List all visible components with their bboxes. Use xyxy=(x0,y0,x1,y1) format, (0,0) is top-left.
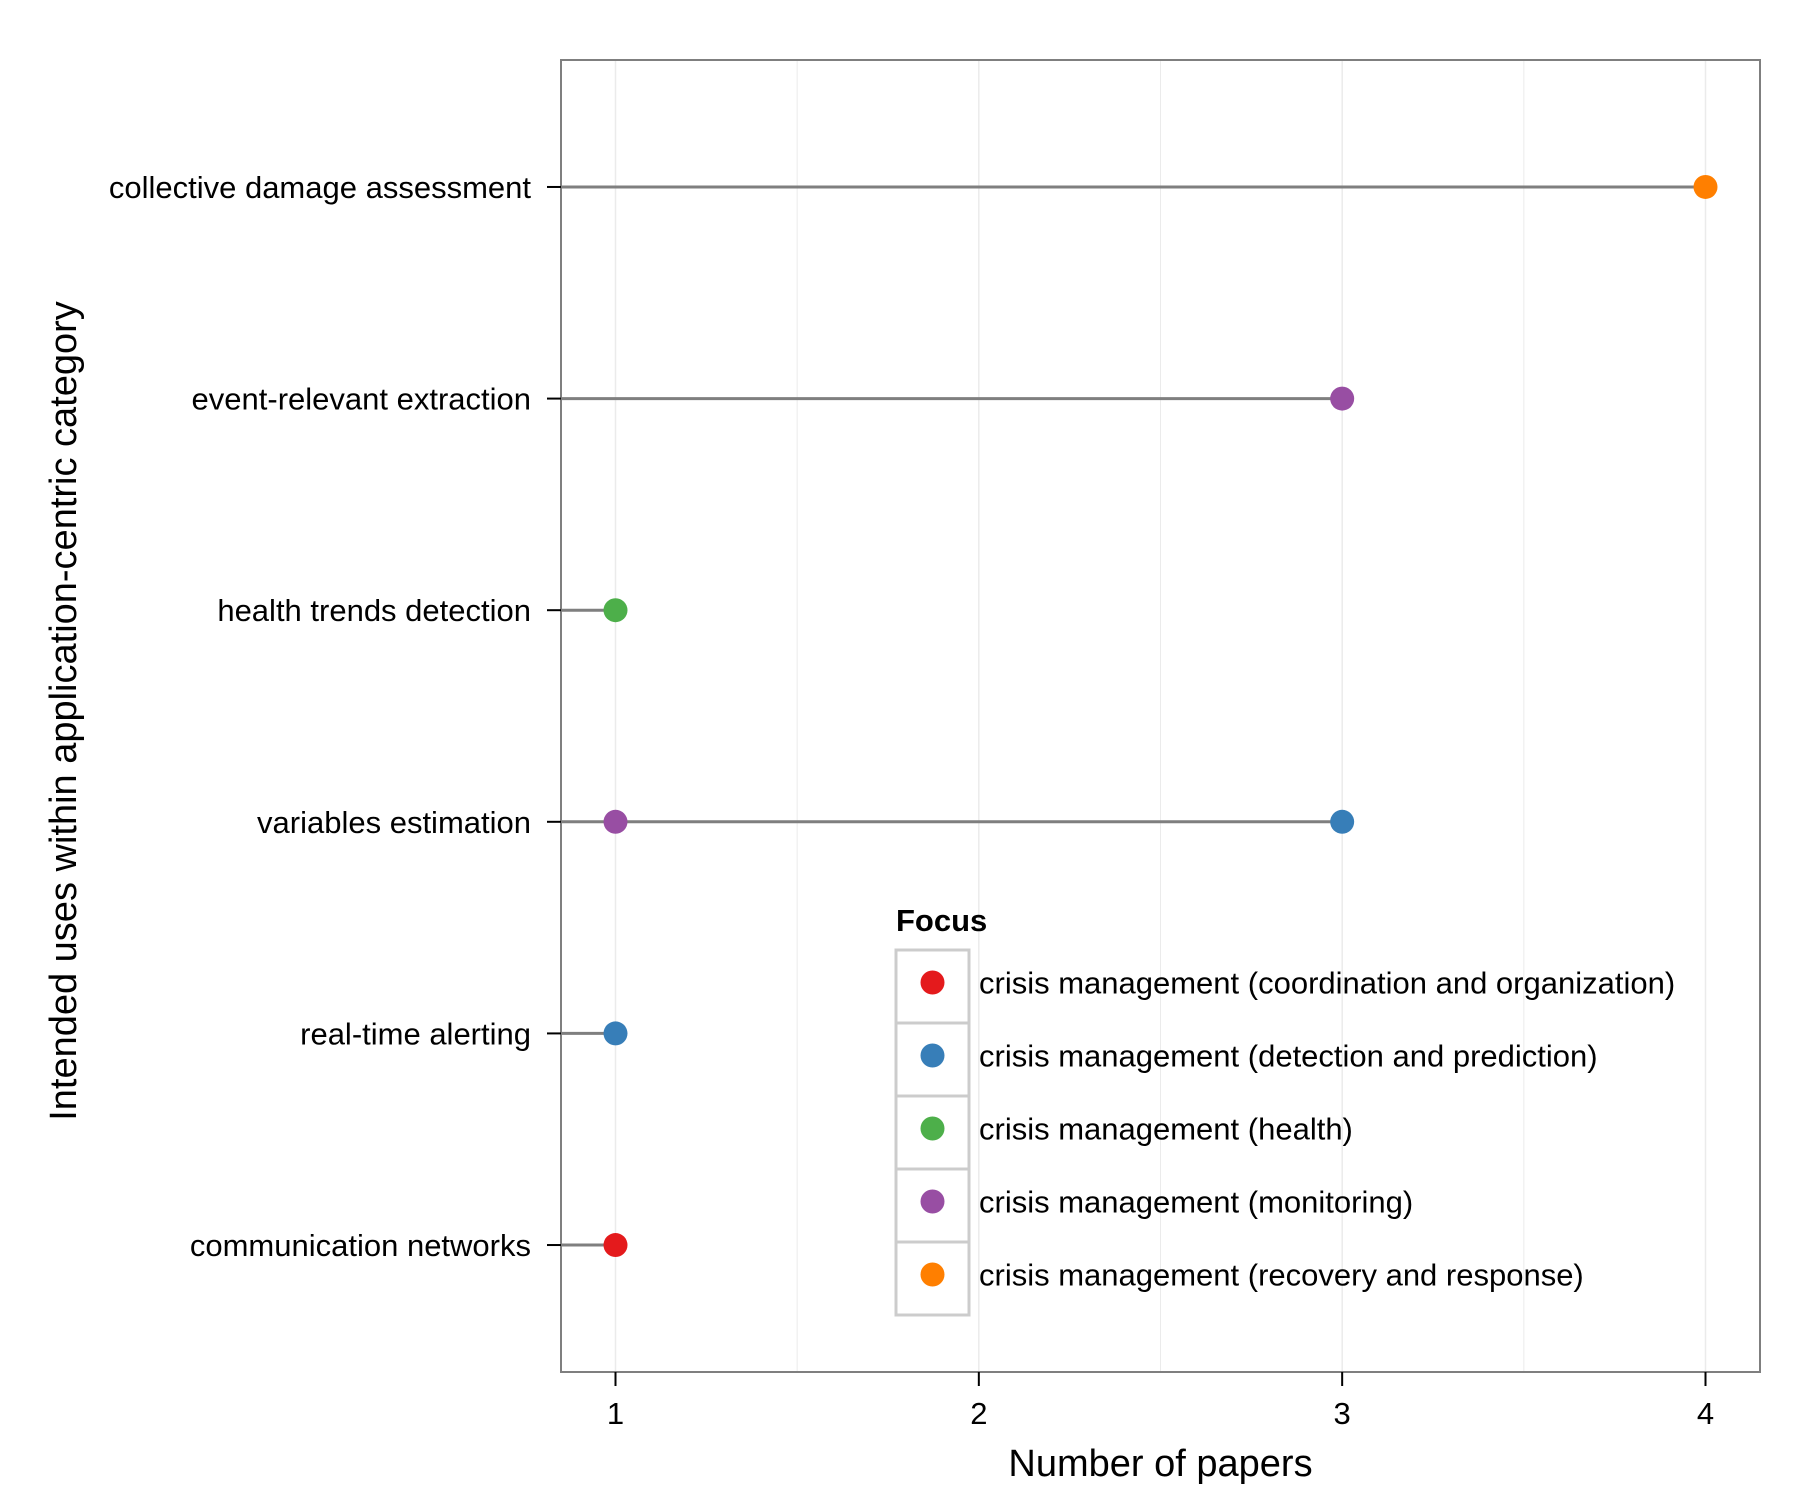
data-point xyxy=(603,1021,628,1046)
data-point xyxy=(1693,174,1718,199)
y-axis: communication networks real-time alerting… xyxy=(109,170,561,1263)
x-axis: 1 2 3 4 xyxy=(607,1372,1714,1431)
x-tick-label: 1 xyxy=(607,1396,624,1431)
data-point xyxy=(1330,386,1355,411)
lollipop-segments xyxy=(561,185,1706,1247)
x-tick-label: 2 xyxy=(970,1396,987,1431)
data-point xyxy=(603,1233,628,1258)
y-tick-label: real-time alerting xyxy=(300,1016,531,1051)
plot-panel-border xyxy=(560,59,1761,1373)
legend: Focus crisis management (coordination an… xyxy=(894,903,1675,1317)
y-tick-label: event-relevant extraction xyxy=(192,382,531,417)
data-point xyxy=(603,809,628,834)
x-tick-label: 3 xyxy=(1334,1396,1351,1431)
x-axis-title: Number of papers xyxy=(1008,1443,1312,1485)
x-tick-label: 4 xyxy=(1697,1396,1714,1431)
legend-key-marker xyxy=(920,1043,945,1068)
data-point xyxy=(603,598,628,623)
legend-entries: crisis management (coordination and orga… xyxy=(894,948,1675,1317)
y-tick-label: variables estimation xyxy=(257,805,531,840)
data-point xyxy=(1330,809,1355,834)
legend-key-marker xyxy=(920,1262,945,1287)
legend-entry-label: crisis management (monitoring) xyxy=(979,1185,1413,1220)
y-axis-title: Intended uses within application-centric… xyxy=(43,301,85,1121)
grid-lines xyxy=(614,60,1707,1372)
data-points xyxy=(603,174,1718,1258)
legend-title: Focus xyxy=(896,903,987,938)
legend-entry-label: crisis management (coordination and orga… xyxy=(979,966,1675,1001)
y-tick-label: communication networks xyxy=(190,1228,531,1263)
legend-key-marker xyxy=(920,970,945,995)
y-tick-label: health trends detection xyxy=(217,593,531,628)
legend-entry-label: crisis management (detection and predict… xyxy=(979,1039,1598,1074)
legend-key-marker xyxy=(920,1116,945,1141)
legend-entry-label: crisis management (recovery and response… xyxy=(979,1258,1584,1293)
legend-key-marker xyxy=(920,1189,945,1214)
legend-entry-label: crisis management (health) xyxy=(979,1112,1353,1147)
y-tick-label: collective damage assessment xyxy=(109,170,532,205)
